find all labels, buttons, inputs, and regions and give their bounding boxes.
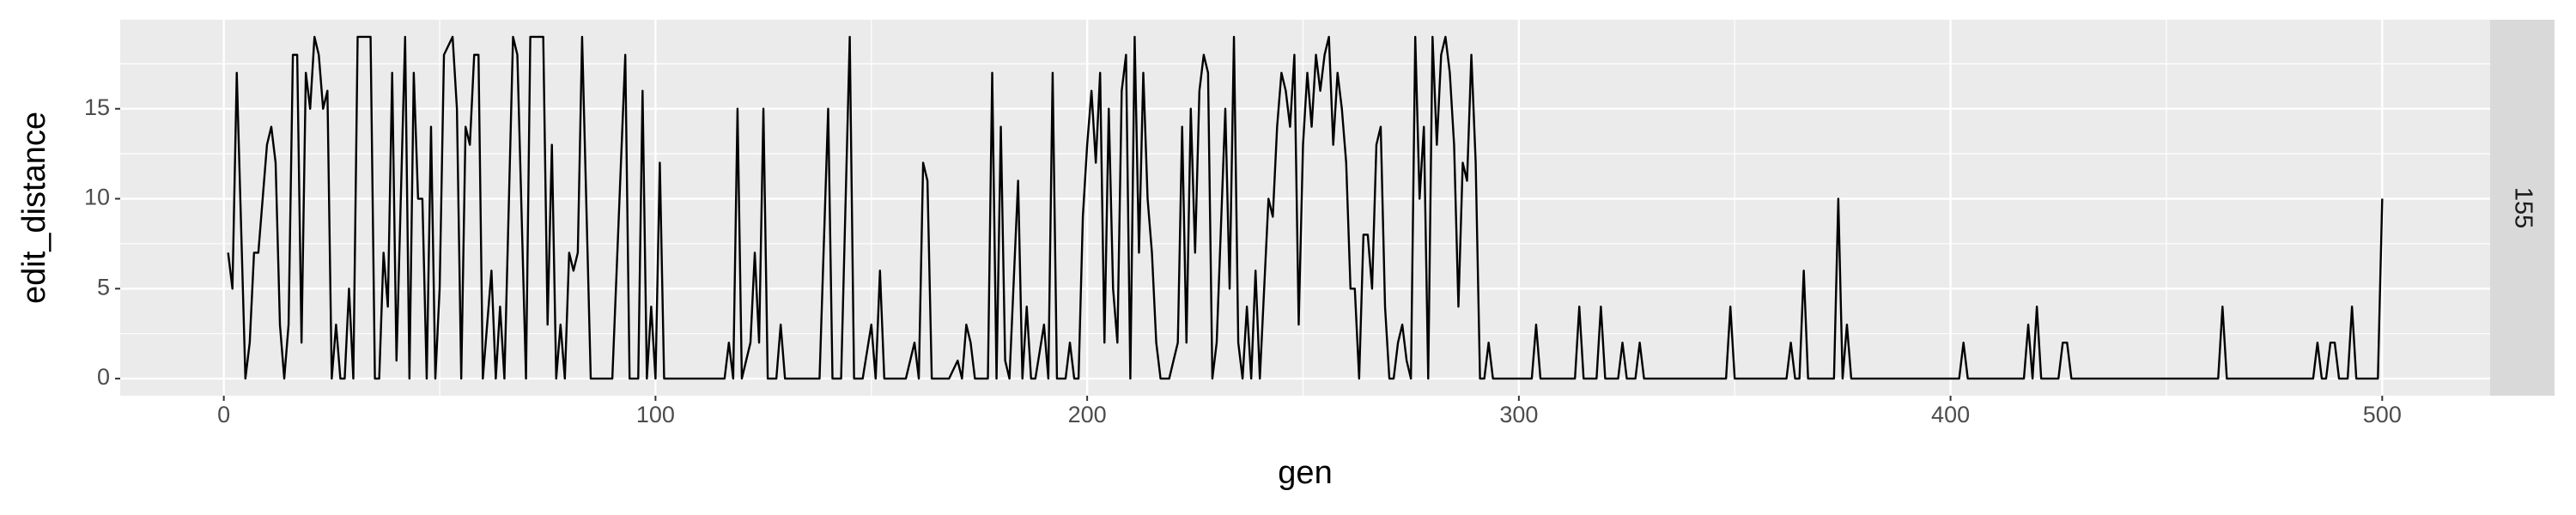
y-axis-title: edit_distance [16, 112, 52, 304]
x-tick-label: 500 [2363, 402, 2402, 427]
y-tick-label: 0 [97, 364, 110, 390]
data-line [227, 35, 2384, 380]
y-tick-label: 10 [84, 185, 110, 210]
facet-label: 155 [2509, 187, 2537, 228]
x-tick-label: 300 [1499, 402, 1538, 427]
y-tick-label: 15 [84, 94, 110, 120]
facet-strip [2490, 20, 2555, 396]
panel [120, 20, 2490, 396]
x-tick-label: 200 [1068, 402, 1107, 427]
x-tick-label: 400 [1931, 402, 1970, 427]
x-axis-title: gen [1278, 455, 1332, 491]
x-tick-label: 0 [217, 402, 230, 427]
y-tick-label: 5 [97, 274, 110, 300]
x-tick-label: 100 [636, 402, 675, 427]
